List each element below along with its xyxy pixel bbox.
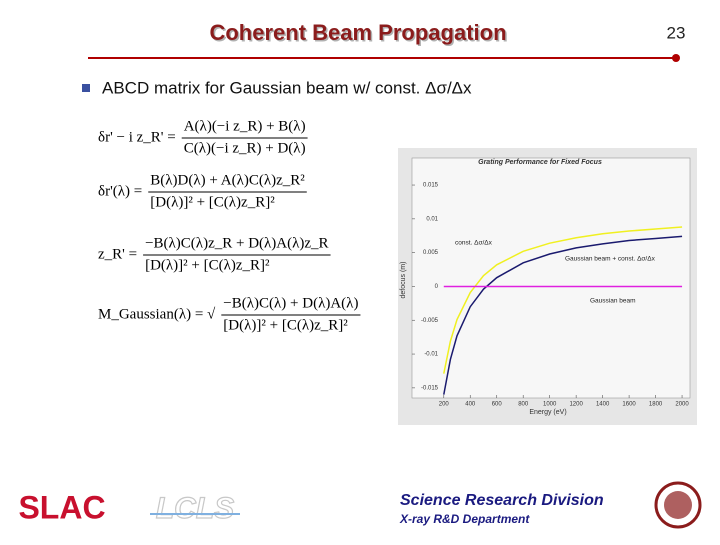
seal-center bbox=[664, 491, 692, 519]
plot-area bbox=[411, 157, 691, 399]
equation-numerator: B(λ)D(λ) + A(λ)C(λ)z_R² bbox=[150, 172, 305, 188]
series-line bbox=[443, 226, 683, 374]
x-tick-label: 800 bbox=[518, 402, 529, 408]
equation-numerator: −B(λ)C(λ) + D(λ)A(λ) bbox=[223, 295, 358, 311]
title: Coherent Beam Propagation bbox=[209, 20, 506, 45]
chart: 0.015 0.01 0.005 0 -0.005 -0.01 -0.015 200 400 60… bbox=[412, 183, 689, 408]
x-tick-label: 1000 bbox=[543, 402, 557, 408]
y-tick-label: 0 bbox=[435, 284, 439, 290]
chart-title: Grating Performance for Fixed Focus bbox=[478, 159, 602, 166]
x-tick-label: 400 bbox=[465, 402, 476, 408]
equation-numerator: −B(λ)C(λ)z_R + D(λ)A(λ)z_R bbox=[145, 235, 328, 251]
bullet-icon bbox=[82, 84, 90, 92]
x-tick-label: 200 bbox=[439, 402, 450, 408]
slac-logo: SLAC bbox=[18, 489, 105, 525]
equation-lhs: δr' − i z_R' = bbox=[98, 129, 176, 145]
series-label: Gaussian beam + const. Δσ/Δx bbox=[565, 256, 656, 263]
rule-dot bbox=[672, 54, 680, 62]
x-tick-label: 1600 bbox=[622, 402, 636, 408]
seal bbox=[654, 481, 702, 529]
y-tick-label: -0.015 bbox=[421, 385, 439, 391]
lcls-logo: LCLS bbox=[156, 492, 234, 525]
y-tick-label: 0.005 bbox=[423, 250, 439, 256]
equation-denominator: C(λ)(−i z_R) + D(λ) bbox=[184, 140, 306, 156]
series-label: Gaussian beam bbox=[590, 298, 636, 305]
y-axis-label: defocus (m) bbox=[400, 262, 407, 299]
x-tick-label: 2000 bbox=[675, 402, 689, 408]
x-tick-label: 1200 bbox=[569, 402, 583, 408]
equation-lhs: M_Gaussian(λ) = √ bbox=[98, 306, 216, 322]
page-number: 23 bbox=[667, 23, 686, 42]
equation-lhs: z_R' = bbox=[98, 246, 137, 262]
y-tick-label: 0.01 bbox=[426, 216, 438, 222]
y-tick-label: -0.01 bbox=[424, 352, 438, 358]
y-tick-label: 0.015 bbox=[423, 183, 439, 189]
department: X-ray R&D Department bbox=[399, 512, 530, 526]
x-tick-label: 600 bbox=[492, 402, 503, 408]
bullet-text: ABCD matrix for Gaussian beam w/ const. … bbox=[102, 78, 472, 97]
x-tick-label: 1400 bbox=[596, 402, 610, 408]
title-shadow: Coherent Beam Propagation bbox=[211, 21, 508, 46]
x-tick-label: 1800 bbox=[649, 402, 663, 408]
equation-numerator: A(λ)(−i z_R) + B(λ) bbox=[184, 118, 306, 134]
equation-denominator: [D(λ)]² + [C(λ)z_R]² bbox=[223, 317, 348, 333]
series-line bbox=[443, 235, 683, 395]
division: Science Research Division bbox=[400, 492, 604, 509]
series-label: const. Δσ/Δx bbox=[455, 240, 493, 247]
equation-denominator: [D(λ)]² + [C(λ)z_R]² bbox=[150, 194, 275, 210]
x-axis-label: Energy (eV) bbox=[529, 409, 566, 416]
equations: δr' − i z_R' = A(λ)(−i z_R) + B(λ) C(λ)(−i… bbox=[98, 118, 361, 333]
equation-lhs: δr'(λ) = bbox=[98, 183, 142, 199]
equation-denominator: [D(λ)]² + [C(λ)z_R]² bbox=[145, 257, 270, 273]
y-tick-label: -0.005 bbox=[421, 318, 439, 324]
